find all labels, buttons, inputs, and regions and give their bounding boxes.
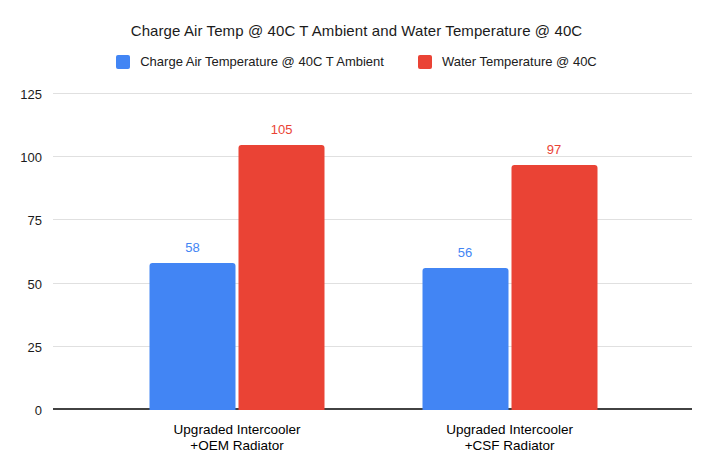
bar-column: 105 [239, 94, 325, 410]
plot-area: 58 105 56 97 [53, 94, 692, 410]
x-category-line: Upgraded Intercooler [446, 422, 573, 438]
y-tick-label-0: 0 [35, 403, 42, 418]
data-label: 58 [185, 240, 199, 255]
legend: Charge Air Temperature @ 40C T Ambient Wa… [0, 54, 713, 69]
legend-label: Water Temperature @ 40C [442, 54, 597, 69]
x-category-label: Upgraded Intercooler+OEM Radiator [174, 422, 301, 454]
legend-item: Water Temperature @ 40C [418, 54, 597, 69]
bar-column: 58 [150, 94, 236, 410]
legend-swatch [116, 55, 130, 69]
bar [150, 263, 236, 410]
y-tick-label-125: 125 [20, 87, 42, 102]
legend-item: Charge Air Temperature @ 40C T Ambient [116, 54, 384, 69]
bar-group-2: 56 97 [422, 94, 597, 410]
data-label: 97 [547, 142, 561, 157]
y-tick-label-75: 75 [28, 213, 42, 228]
bar [239, 145, 325, 410]
bar-group-1: 58 105 [150, 94, 325, 410]
x-category-label: Upgraded Intercooler+CSF Radiator [446, 422, 573, 454]
bar [511, 165, 597, 410]
x-category-line: Upgraded Intercooler [174, 422, 301, 438]
y-tick-label-50: 50 [28, 277, 42, 292]
chart-canvas: Charge Air Temp @ 40C T Ambient and Wate… [0, 0, 713, 475]
x-axis-labels: Upgraded Intercooler+OEM RadiatorUpgrade… [53, 416, 692, 468]
bar [422, 268, 508, 410]
y-tick-label-25: 25 [28, 340, 42, 355]
y-axis: 0255075100125 [0, 94, 46, 410]
data-label: 105 [271, 122, 293, 137]
data-label: 56 [458, 245, 472, 260]
x-category-line: +OEM Radiator [174, 438, 301, 454]
legend-label: Charge Air Temperature @ 40C T Ambient [140, 54, 384, 69]
y-tick-label-100: 100 [20, 150, 42, 165]
bar-column: 97 [511, 94, 597, 410]
legend-swatch [418, 55, 432, 69]
x-category-line: +CSF Radiator [446, 438, 573, 454]
chart-title: Charge Air Temp @ 40C T Ambient and Wate… [0, 22, 713, 39]
bar-column: 56 [422, 94, 508, 410]
